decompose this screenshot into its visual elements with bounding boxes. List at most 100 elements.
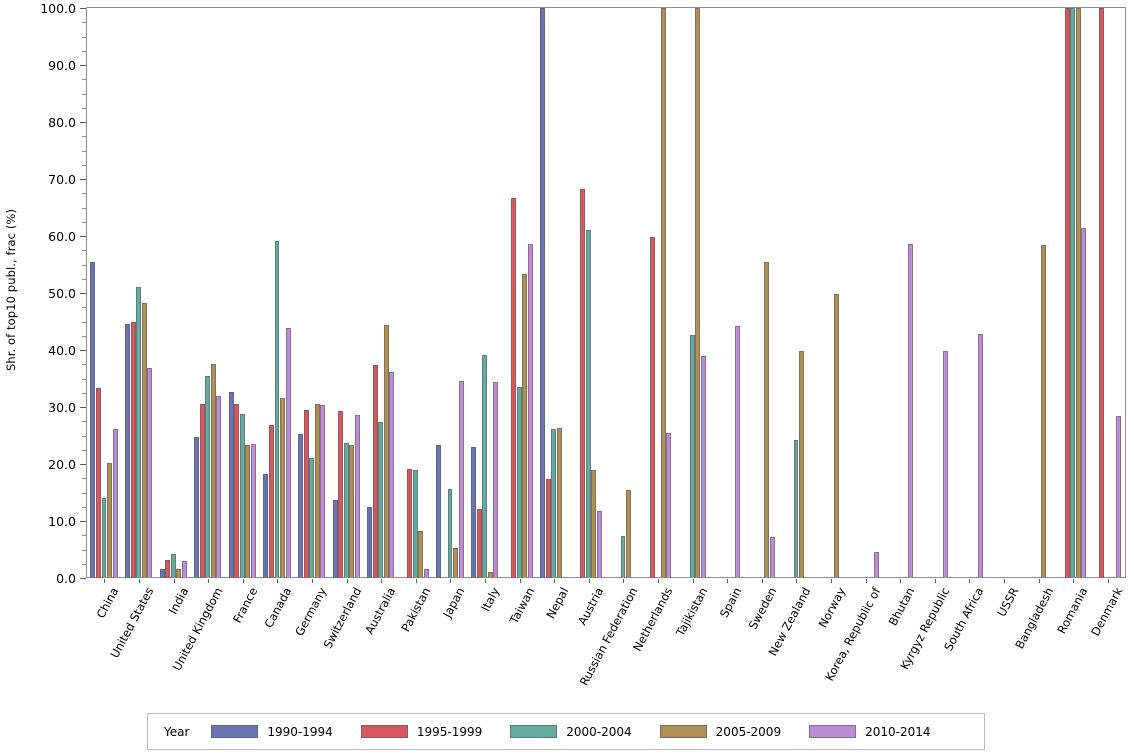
bar[interactable] [280, 397, 285, 578]
bar[interactable] [482, 354, 488, 578]
legend-entry[interactable]: 2000-2004 [510, 725, 632, 739]
bar[interactable] [383, 324, 389, 578]
bar[interactable] [700, 356, 706, 578]
bar[interactable] [412, 469, 418, 578]
bar[interactable] [735, 326, 741, 578]
bar[interactable] [458, 380, 464, 578]
legend-entry[interactable]: 2010-2014 [809, 725, 931, 739]
bar[interactable] [205, 376, 211, 578]
bar[interactable] [591, 469, 597, 578]
bar[interactable] [298, 433, 303, 578]
bar[interactable] [372, 364, 378, 578]
bar[interactable] [263, 473, 269, 578]
bar[interactable] [303, 409, 309, 578]
bar[interactable] [1064, 8, 1070, 578]
bar[interactable] [476, 509, 482, 578]
bar[interactable] [170, 553, 176, 578]
bar[interactable] [274, 240, 280, 578]
bar[interactable] [367, 507, 373, 578]
bar[interactable] [493, 381, 499, 578]
bar[interactable] [436, 445, 442, 578]
bar[interactable] [181, 561, 187, 578]
bar[interactable] [101, 498, 107, 578]
bar[interactable] [245, 445, 251, 578]
bar[interactable] [90, 262, 96, 578]
bar[interactable] [1041, 245, 1047, 578]
bar[interactable] [418, 530, 424, 578]
bar[interactable] [210, 363, 216, 578]
bar[interactable] [908, 243, 914, 578]
bar[interactable] [660, 8, 666, 578]
bar[interactable] [1099, 8, 1105, 578]
bar[interactable] [95, 387, 101, 578]
bar[interactable] [580, 188, 586, 578]
legend-entry[interactable]: 2005-2009 [659, 725, 781, 739]
bar[interactable] [107, 463, 112, 578]
bar[interactable] [309, 457, 315, 578]
bar[interactable] [799, 350, 804, 578]
bar[interactable] [112, 429, 118, 578]
bar[interactable] [666, 433, 672, 578]
bar[interactable] [165, 560, 171, 578]
bar[interactable] [320, 405, 326, 578]
bar[interactable] [176, 569, 182, 578]
bar[interactable] [764, 262, 770, 578]
bar[interactable] [522, 273, 528, 578]
bar[interactable] [349, 445, 355, 578]
bar[interactable] [407, 468, 413, 578]
bar[interactable] [136, 286, 142, 578]
bar[interactable] [551, 428, 557, 578]
legend-entry[interactable]: 1990-1994 [211, 725, 333, 739]
bar[interactable] [527, 243, 533, 578]
bar[interactable] [141, 302, 147, 578]
bar[interactable] [1116, 415, 1121, 578]
bar[interactable] [251, 444, 256, 578]
bar[interactable] [216, 395, 222, 578]
bar[interactable] [585, 229, 591, 578]
bar[interactable] [833, 293, 839, 578]
bar[interactable] [597, 511, 602, 578]
bar[interactable] [1075, 8, 1081, 578]
bar[interactable] [378, 421, 384, 578]
bar[interactable] [424, 569, 429, 578]
bar[interactable] [943, 351, 948, 578]
bar[interactable] [626, 490, 631, 578]
bar[interactable] [511, 198, 517, 578]
bar[interactable] [649, 236, 655, 578]
bar[interactable] [447, 489, 453, 578]
bar[interactable] [194, 437, 200, 578]
bar[interactable] [199, 404, 205, 578]
bar[interactable] [343, 443, 349, 578]
bar[interactable] [268, 424, 274, 578]
bar[interactable] [1070, 8, 1076, 578]
bar[interactable] [285, 327, 291, 578]
bar[interactable] [228, 391, 234, 578]
bar[interactable] [338, 411, 344, 578]
bar[interactable] [332, 500, 338, 578]
legend-entry[interactable]: 1995-1999 [360, 725, 482, 739]
bar[interactable] [695, 8, 701, 578]
bar[interactable] [125, 323, 130, 578]
bar[interactable] [389, 371, 395, 578]
bar[interactable] [471, 447, 476, 578]
bar[interactable] [314, 404, 320, 578]
bar[interactable] [234, 403, 240, 578]
bar[interactable] [516, 387, 522, 578]
bar[interactable] [770, 536, 775, 578]
bar[interactable] [689, 334, 695, 578]
bar[interactable] [545, 478, 551, 578]
bar[interactable] [487, 571, 493, 578]
bar[interactable] [130, 322, 136, 578]
bar[interactable] [159, 569, 165, 578]
bar[interactable] [556, 427, 562, 578]
bar[interactable] [793, 439, 799, 578]
bar[interactable] [977, 334, 983, 578]
bar[interactable] [239, 414, 245, 578]
bar[interactable] [873, 551, 879, 578]
bar[interactable] [453, 548, 458, 578]
bar[interactable] [540, 8, 546, 578]
bar[interactable] [1081, 228, 1087, 578]
bar[interactable] [620, 536, 626, 578]
bar[interactable] [354, 414, 360, 578]
bar[interactable] [147, 368, 153, 578]
